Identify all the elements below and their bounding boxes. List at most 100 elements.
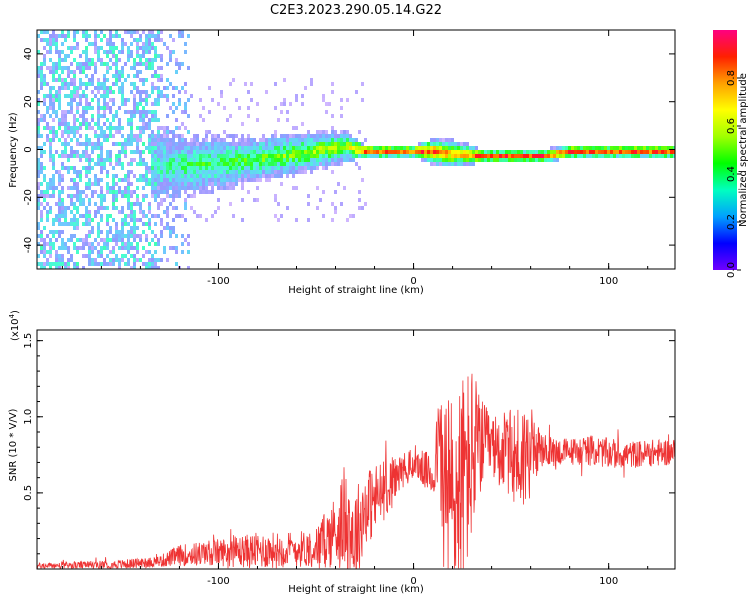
spectrogram-cell <box>190 174 193 178</box>
spectrogram-cell <box>184 50 187 54</box>
spectrogram-cell <box>256 102 259 106</box>
spectrogram-cell <box>658 150 661 154</box>
spectrogram-cell <box>52 242 55 246</box>
spectrogram-cell <box>133 222 136 226</box>
spectrogram-cell <box>85 110 88 114</box>
spectrogram-cell <box>313 166 316 170</box>
spectrogram-cell <box>187 150 190 154</box>
spectrogram-cell <box>283 150 286 154</box>
spectrogram-cell <box>613 150 616 154</box>
spectrogram-cell <box>136 142 139 146</box>
spectrogram-cell <box>139 138 142 142</box>
spectrogram-cell <box>70 126 73 130</box>
spectrogram-cell <box>280 110 283 114</box>
spectrogram-cell <box>94 66 97 70</box>
spectrogram-cell <box>70 222 73 226</box>
spectrogram-cell <box>265 150 268 154</box>
spectrogram-cell <box>442 154 445 158</box>
spectrogram-cell <box>220 182 223 186</box>
spectrogram-cell <box>247 106 250 110</box>
spectrogram-cell <box>145 102 148 106</box>
spectrogram-cell <box>316 134 319 138</box>
spectrogram-cell <box>160 202 163 206</box>
spectrogram-cell <box>244 146 247 150</box>
spectrogram-cell <box>607 154 610 158</box>
spectrogram-cell <box>196 146 199 150</box>
spectrogram-cell <box>508 154 511 158</box>
spectrogram-cell <box>442 146 445 150</box>
spectrogram-cell <box>295 158 298 162</box>
spectrogram-cell <box>109 58 112 62</box>
spectrogram-cell <box>220 158 223 162</box>
spectrogram-cell <box>259 138 262 142</box>
spectrogram-cell <box>73 118 76 122</box>
spectrogram-cell <box>73 46 76 50</box>
spectrogram-cell <box>67 266 70 269</box>
spectrogram-cell <box>121 218 124 222</box>
spectrogram-cell <box>199 154 202 158</box>
spectrogram-cell <box>586 154 589 158</box>
spectrogram-cell <box>142 50 145 54</box>
spectrogram-cell <box>214 154 217 158</box>
spectrogram-cell <box>325 150 328 154</box>
spectrogram-cell <box>58 234 61 238</box>
spectrogram-cell <box>121 246 124 250</box>
spectrogram-cell <box>94 38 97 42</box>
spectrogram-cell <box>604 146 607 150</box>
spectrogram-cell <box>259 142 262 146</box>
spectrogram-cell <box>481 158 484 162</box>
spectrogram-cell <box>508 158 511 162</box>
spectrogram-cell <box>52 222 55 226</box>
spectrogram-cell <box>421 150 424 154</box>
spectrogram-cell <box>181 62 184 66</box>
spectrogram-cell <box>592 146 595 150</box>
spectrogram-cell <box>169 178 172 182</box>
spectrogram-cell <box>79 66 82 70</box>
spectrogram-cell <box>160 66 163 70</box>
spectrogram-cell <box>124 42 127 46</box>
snr-y-multiplier-base: (x10 <box>10 318 21 341</box>
spectrogram-cell <box>298 170 301 174</box>
spectrogram-cell <box>322 150 325 154</box>
spectrogram-cell <box>232 134 235 138</box>
spectrogram-cell <box>520 158 523 162</box>
snr-y-tick-label: 1.5 <box>23 333 34 349</box>
spectrogram-cell <box>328 158 331 162</box>
spectrogram-cell <box>238 170 241 174</box>
spectrogram-cell <box>481 150 484 154</box>
spectrogram-cell <box>199 166 202 170</box>
spectrogram-cell <box>73 194 76 198</box>
spectrogram-cell <box>127 182 130 186</box>
spectrogram-cell <box>187 250 190 254</box>
spectrogram-cell <box>274 142 277 146</box>
spectrogram-cell <box>190 138 193 142</box>
spectrogram-cell <box>157 34 160 38</box>
colorbar-tick-label: 0.0 <box>726 262 737 278</box>
spectrogram-cell <box>61 230 64 234</box>
spectrogram-cell <box>247 146 250 150</box>
spectrogram-cell <box>79 174 82 178</box>
spectrogram-cell <box>322 190 325 194</box>
spectrogram-cell <box>46 106 49 110</box>
spectrogram-cell <box>298 150 301 154</box>
spectrogram-cell <box>49 102 52 106</box>
spectrogram-cell <box>130 266 133 269</box>
spectrogram-cell <box>109 98 112 102</box>
spectrogram-cell <box>322 94 325 98</box>
spectrogram-cell <box>106 186 109 190</box>
spectrogram-cell <box>103 74 106 78</box>
spectrogram-cell <box>151 146 154 150</box>
spectrogram-cell <box>211 214 214 218</box>
spectrogram-cell <box>76 170 79 174</box>
spectrogram-cell <box>253 198 256 202</box>
spectrogram-cell <box>277 118 280 122</box>
spectrogram-cell <box>202 154 205 158</box>
spectrogram-cell <box>40 74 43 78</box>
spectrogram-cell <box>160 170 163 174</box>
spectrogram-cell <box>169 146 172 150</box>
spectrogram-cell <box>241 134 244 138</box>
spectrogram-cell <box>325 146 328 150</box>
spectrogram-cell <box>100 198 103 202</box>
spectrogram-cell <box>199 146 202 150</box>
spectrogram-cell <box>442 162 445 166</box>
